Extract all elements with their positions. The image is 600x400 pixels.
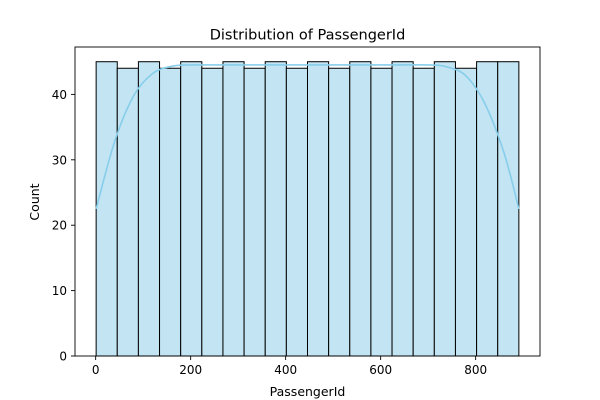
y-tick-label: 30 xyxy=(52,153,67,167)
histogram-bar xyxy=(180,61,203,357)
histogram-bar xyxy=(307,61,330,357)
x-tick-label: 400 xyxy=(274,363,297,377)
plot-frame xyxy=(74,46,541,357)
histogram-bar xyxy=(476,61,499,357)
kde-curve xyxy=(95,64,520,210)
histogram-bar xyxy=(497,61,520,357)
histogram-bar xyxy=(433,61,456,357)
histogram-bar xyxy=(264,61,287,357)
y-tick-label: 0 xyxy=(59,350,67,364)
histogram-bar xyxy=(370,67,393,357)
histogram-bar xyxy=(95,61,118,357)
y-tick-label: 20 xyxy=(52,219,67,233)
y-tick-label: 10 xyxy=(52,284,67,298)
histogram-bar xyxy=(454,67,478,357)
histogram-bar xyxy=(243,67,266,357)
chart-title: Distribution of PassengerId xyxy=(210,28,406,44)
y-tick-label: 40 xyxy=(52,88,67,102)
histogram-bar xyxy=(412,67,435,357)
histogram-bar xyxy=(116,67,139,357)
histogram-bar xyxy=(159,67,182,357)
x-tick-label: 600 xyxy=(369,363,392,377)
y-axis-label: Count xyxy=(27,183,42,220)
x-axis: 0 200 400 600 800 xyxy=(92,356,487,377)
histogram-bar xyxy=(285,67,309,357)
histogram-bar xyxy=(349,61,372,357)
histogram-bar xyxy=(391,61,414,357)
x-tick-label: 800 xyxy=(464,363,487,377)
x-tick-label: 200 xyxy=(179,363,202,377)
histogram-bar xyxy=(328,67,351,357)
histogram-bar xyxy=(137,61,161,357)
x-axis-label: PassengerId xyxy=(270,384,346,399)
histogram-bars xyxy=(95,61,520,357)
histogram-bar xyxy=(201,67,224,357)
histogram-bar xyxy=(222,61,245,357)
x-tick-label: 0 xyxy=(92,363,100,377)
y-axis: 0 10 20 30 40 xyxy=(52,88,75,364)
